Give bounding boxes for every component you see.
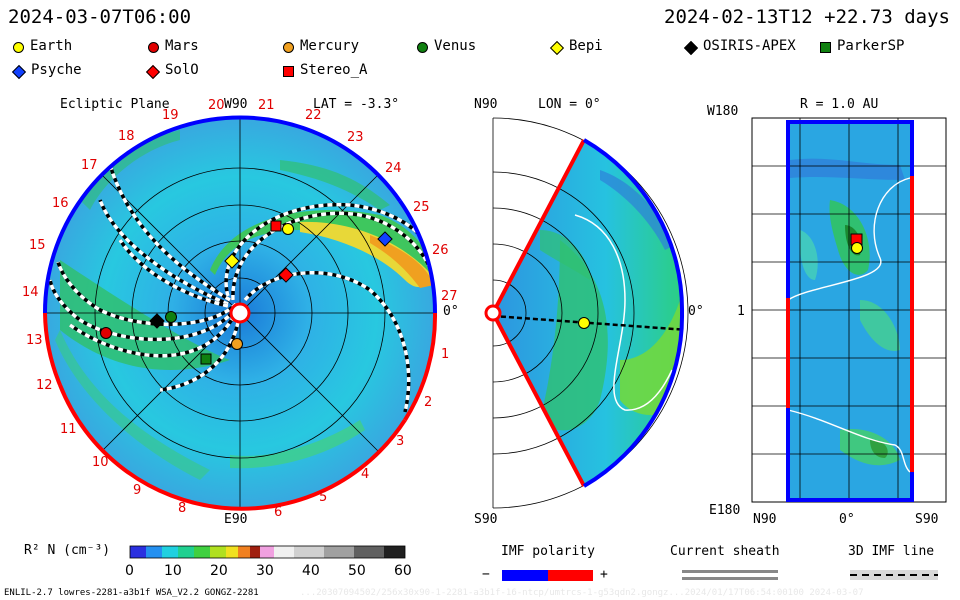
imf-positive-swatch bbox=[548, 570, 593, 581]
sphere-0-label: 0° bbox=[839, 512, 855, 527]
carrington-label: 23 bbox=[347, 130, 364, 145]
sphere-w180-label: W180 bbox=[707, 104, 739, 119]
colorbar-tick: 0 bbox=[125, 563, 134, 579]
osiris-apex-marker bbox=[149, 313, 165, 329]
sphere-1-label: 1 bbox=[737, 304, 745, 319]
earth-marker bbox=[282, 223, 294, 235]
legend-solo-label: SolO bbox=[165, 62, 199, 78]
legend-mars-label: Mars bbox=[165, 38, 199, 54]
meridional-plane-panel bbox=[484, 117, 689, 509]
sphere-e180-label: E180 bbox=[709, 503, 741, 518]
colorbar-tick: 50 bbox=[348, 563, 366, 579]
imf-negative-swatch bbox=[502, 570, 548, 581]
ghost-run-text: ...20307094502/256x30x90-1-2281-a3b1f-16… bbox=[300, 588, 864, 598]
sun-icon bbox=[229, 302, 251, 324]
imf-line-label: 3D IMF line bbox=[848, 544, 935, 559]
colorbar-tick: 20 bbox=[210, 563, 228, 579]
carrington-label: 6 bbox=[274, 505, 283, 520]
left-timestamp: 2024-03-07T06:00 bbox=[8, 6, 192, 28]
carrington-label: 2 bbox=[424, 395, 433, 410]
run-info: ENLIL-2.7 lowres-2281-a3b1f WSA_V2.2 GON… bbox=[4, 588, 259, 598]
ecliptic-e90-label: E90 bbox=[224, 512, 248, 527]
sphere-map-panel bbox=[751, 117, 947, 503]
carrington-label: 3 bbox=[396, 434, 405, 449]
imf-plus-label: + bbox=[600, 567, 608, 582]
carrington-label: 16 bbox=[52, 196, 69, 211]
venus-marker-icon bbox=[417, 42, 428, 53]
carrington-label: 20 bbox=[208, 98, 225, 113]
earth-marker-icon bbox=[13, 42, 24, 53]
mercury-marker-icon bbox=[283, 42, 294, 53]
imf-minus-label: − bbox=[482, 567, 490, 582]
right-timestamp: 2024-02-13T12 +22.73 days bbox=[664, 6, 950, 28]
bepi-marker bbox=[224, 253, 240, 269]
colorbar-tick: 10 bbox=[164, 563, 182, 579]
carrington-label: 10 bbox=[92, 455, 109, 470]
sphere-earth-marker bbox=[851, 242, 863, 254]
sphere-title: R = 1.0 AU bbox=[800, 97, 879, 112]
legend-earth-label: Earth bbox=[30, 38, 73, 54]
carrington-label: 5 bbox=[319, 490, 328, 505]
colorbar-tick: 40 bbox=[302, 563, 320, 579]
meridional-n90-label: N90 bbox=[474, 97, 498, 112]
parkersp-marker-icon bbox=[820, 42, 831, 53]
ecliptic-lat: LAT = -3.3° bbox=[313, 97, 400, 112]
carrington-label: 17 bbox=[81, 158, 98, 173]
meridional-s90-label: S90 bbox=[474, 512, 498, 527]
legend-osiris-apex-label: OSIRIS-APEX bbox=[703, 38, 796, 54]
imf-polarity-label: IMF polarity bbox=[501, 544, 595, 559]
current-sheath-label: Current sheath bbox=[670, 544, 780, 559]
carrington-label: 19 bbox=[162, 108, 179, 123]
ecliptic-title: Ecliptic Plane bbox=[60, 97, 170, 112]
psyche-marker bbox=[377, 231, 393, 247]
carrington-label: 11 bbox=[60, 422, 77, 437]
mars-marker bbox=[100, 327, 112, 339]
carrington-label: 24 bbox=[385, 161, 402, 176]
carrington-label: 26 bbox=[432, 243, 449, 258]
carrington-label: 12 bbox=[36, 378, 53, 393]
solo-marker bbox=[278, 267, 294, 283]
venus-marker bbox=[165, 311, 177, 323]
carrington-label: 15 bbox=[29, 238, 46, 253]
meridional-earth-marker bbox=[578, 317, 590, 329]
mercury-marker bbox=[231, 338, 243, 350]
carrington-label: 1 bbox=[441, 347, 450, 362]
colorbar bbox=[129, 545, 406, 559]
carrington-label: 4 bbox=[361, 467, 370, 482]
sphere-s90-label: S90 bbox=[915, 512, 939, 527]
legend-stereo-a-label: Stereo_A bbox=[300, 62, 368, 78]
carrington-label: 21 bbox=[258, 98, 275, 113]
meridional-sun-icon bbox=[484, 304, 502, 322]
legend-mercury-label: Mercury bbox=[300, 38, 360, 54]
legend-venus-label: Venus bbox=[434, 38, 477, 54]
legend-psyche-label: Psyche bbox=[31, 62, 82, 78]
carrington-label: 18 bbox=[118, 129, 135, 144]
colorbar-tick: 30 bbox=[256, 563, 274, 579]
carrington-label: 13 bbox=[26, 333, 43, 348]
ecliptic-plane-panel bbox=[42, 115, 438, 511]
carrington-label: 27 bbox=[441, 289, 458, 304]
legend-bepi-label: Bepi bbox=[569, 38, 603, 54]
ecliptic-0-label: 0° bbox=[443, 304, 459, 319]
stereo-a-marker-icon bbox=[283, 66, 294, 77]
carrington-label: 9 bbox=[133, 483, 142, 498]
ecliptic-w90-label: W90 bbox=[224, 97, 248, 112]
meridional-0-label: 0° bbox=[688, 304, 704, 319]
sphere-n90-label: N90 bbox=[753, 512, 777, 527]
carrington-label: 25 bbox=[413, 200, 430, 215]
stereo-a-marker bbox=[270, 220, 282, 232]
carrington-label: 8 bbox=[178, 501, 187, 516]
colorbar-label: R² N (cm⁻³) bbox=[24, 543, 111, 558]
mars-marker-icon bbox=[148, 42, 159, 53]
legend-parkersp-label: ParkerSP bbox=[837, 38, 905, 54]
carrington-label: 22 bbox=[305, 108, 322, 123]
carrington-label: 14 bbox=[22, 285, 39, 300]
parkersp-marker bbox=[200, 353, 212, 365]
colorbar-tick: 60 bbox=[394, 563, 412, 579]
meridional-lon: LON = 0° bbox=[538, 97, 601, 112]
